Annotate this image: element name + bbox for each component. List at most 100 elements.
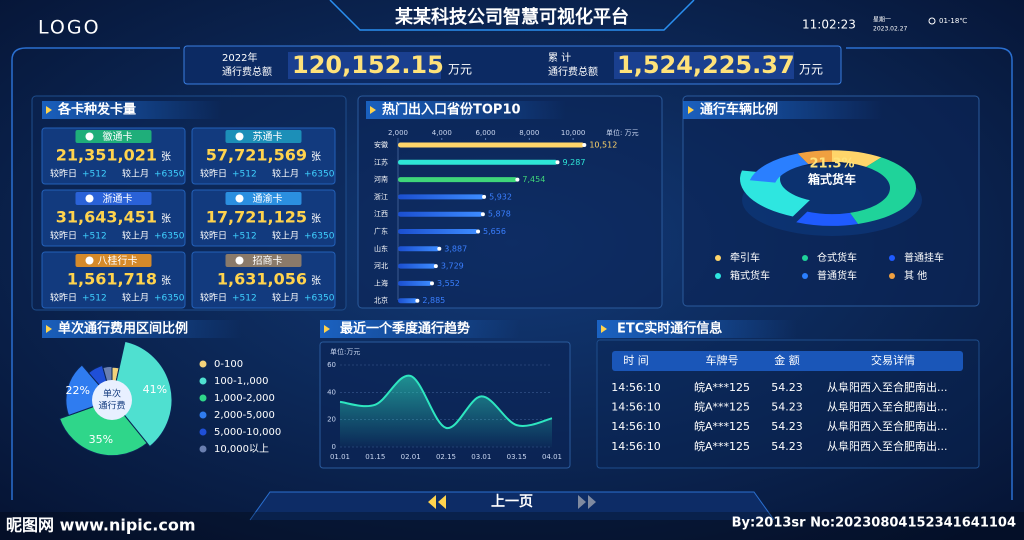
table-cell: 从阜阳西入至合肥南出... [827, 400, 948, 414]
card-icon [235, 256, 244, 265]
card-unit: 张 [161, 151, 171, 163]
card-month: +6350 [304, 232, 335, 242]
next-arrow[interactable] [578, 495, 596, 509]
donut-slice [849, 157, 917, 224]
section-icon [46, 106, 52, 114]
card-icon [85, 256, 94, 265]
card-unit: 张 [311, 275, 321, 287]
card-name: 徽通卡 [103, 130, 133, 143]
card-month: +6350 [154, 294, 185, 304]
card-icon [235, 194, 244, 203]
table-cell: 皖A***125 [694, 400, 750, 414]
bar [398, 177, 518, 183]
bar-end [476, 229, 481, 234]
card-day: +512 [232, 294, 257, 304]
table-cell: 从阜阳西入至合肥南出... [827, 439, 948, 453]
card-badge [225, 254, 302, 267]
value-label: 2,885 [422, 296, 445, 305]
bar-end [415, 298, 420, 303]
card-day-label: 较昨日 [50, 230, 77, 242]
table-cell: 14:56:10 [611, 401, 660, 414]
legend-swatch [715, 273, 721, 279]
bar-end [480, 212, 485, 217]
card-day: +512 [232, 170, 257, 180]
bar-end [482, 194, 487, 199]
summary-label: 通行费总额 [222, 65, 272, 78]
bar-end [582, 143, 587, 147]
rose [58, 340, 173, 457]
frame [11, 47, 1013, 500]
section-icon [46, 325, 52, 333]
card-name: 浙通卡 [103, 192, 133, 205]
legend-label: 牵引车 [730, 251, 760, 264]
prev-arrow[interactable] [428, 495, 446, 509]
x-tick-label: 02.15 [436, 453, 456, 461]
table-header [612, 351, 963, 371]
prev-label[interactable]: 上一页 [491, 494, 533, 510]
section-icon [601, 325, 607, 333]
card-count: 31,643,451 [56, 208, 157, 227]
card-month: +6350 [304, 170, 335, 180]
x-tick-label: 6,000 [476, 129, 496, 137]
watermark-id: By:2013sr No:20230804152341641104 [732, 516, 1016, 531]
rose-center [92, 380, 132, 420]
card-count: 1,561,718 [67, 270, 157, 289]
donut-slice [740, 170, 810, 217]
x-tick-label: 4,000 [432, 129, 452, 137]
card-count: 21,351,021 [56, 146, 157, 165]
section-icon [688, 106, 694, 114]
bar [398, 159, 558, 165]
panel [357, 95, 663, 309]
bar-end [437, 246, 442, 251]
legend-label: 普通货车 [817, 269, 857, 282]
date: 2023.02.27 [873, 26, 908, 33]
legend-label: 箱式货车 [730, 269, 770, 282]
section-title: 通行车辆比例 [700, 102, 778, 118]
legend-label: 10,000以上 [214, 443, 269, 455]
donut-slice [796, 211, 858, 226]
card-day-label: 较昨日 [50, 292, 77, 304]
prev-button[interactable]: 上一页 [428, 494, 533, 510]
section-bar [683, 101, 883, 119]
bar [398, 263, 436, 269]
title: 某某科技公司智慧可视化平台 [395, 6, 629, 28]
legend-label: 仓式货车 [817, 251, 857, 264]
category-label: 江苏 [374, 157, 388, 166]
card-name: 通渝卡 [253, 192, 283, 205]
table-header-cell: 车牌号 [706, 353, 739, 367]
value-label: 9,287 [563, 158, 586, 167]
table-header-cell: 时 间 [623, 354, 649, 367]
summary-value-bg [288, 52, 441, 79]
section-bar [366, 101, 566, 119]
legend-swatch [199, 394, 207, 402]
legend-label: 其 他 [904, 269, 927, 282]
table-header-cell: 金 额 [774, 353, 800, 367]
table-cell: 54.23 [771, 381, 803, 394]
legend-swatch [889, 255, 895, 261]
legend-swatch [199, 360, 207, 368]
card-unit: 张 [311, 213, 321, 225]
section-bar [42, 101, 222, 119]
x-tick-label: 8,000 [519, 129, 539, 137]
y-tick-label: 20 [327, 416, 336, 424]
card-count: 17,721,125 [206, 208, 307, 227]
card-day: +512 [82, 170, 107, 180]
section-bar [597, 320, 797, 338]
x-tick-label: 01.01 [330, 453, 350, 461]
footer-frame [249, 491, 775, 521]
summary-label: 2022年 [222, 51, 257, 64]
table-cell: 皖A***125 [694, 439, 750, 453]
rose-value-label: 35% [89, 433, 113, 446]
legend-label: 普通挂车 [904, 251, 944, 264]
card-unit: 张 [311, 151, 321, 163]
card-unit: 张 [161, 275, 171, 287]
table-cell: 54.23 [771, 420, 803, 433]
summary-unit: 万元 [448, 63, 472, 77]
table-cell: 14:56:10 [611, 440, 660, 453]
x-tick-label: 03.15 [507, 453, 527, 461]
donut [740, 150, 917, 226]
summary-value: 120,152.15 [292, 51, 444, 79]
table-cell: 从阜阳西入至合肥南出... [827, 419, 948, 433]
card-badge [225, 130, 302, 143]
section-icon [370, 106, 376, 114]
